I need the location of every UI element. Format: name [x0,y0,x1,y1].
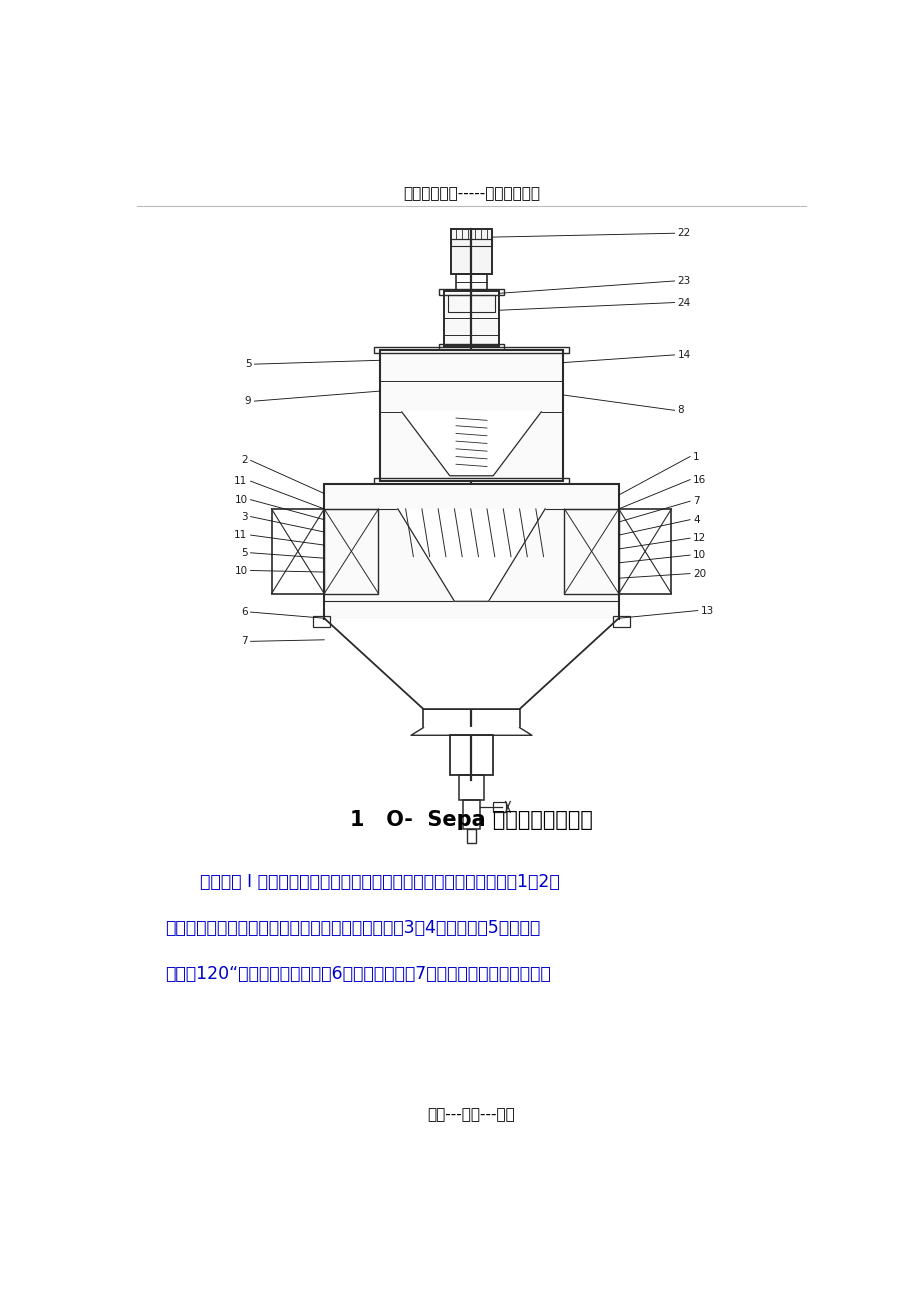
Bar [312,616,329,628]
Text: 2: 2 [241,456,247,465]
Text: 16: 16 [692,475,706,484]
Bar [613,616,630,628]
Bar [564,509,618,594]
Bar [323,509,378,594]
Text: 13: 13 [700,605,713,616]
Text: 1   O-  Sepa 高效选粉机的构造: 1 O- Sepa 高效选粉机的构造 [350,810,592,829]
Text: 8: 8 [677,405,684,415]
Bar [438,289,504,294]
Text: 6: 6 [241,607,247,617]
Bar [450,240,492,246]
Text: 1: 1 [692,452,699,461]
Text: 7: 7 [692,496,699,506]
Bar [459,775,483,799]
Bar [449,736,493,775]
Bar [456,273,486,290]
Bar [373,348,569,353]
Text: 壳体部分 I 是一个双蜗壳形的旋风筒，主要由两个对称布置的进料杗1和2，: 壳体部分 I 是一个双蜗壳形的旋风筒，主要由两个对称布置的进料杗1和2， [200,872,560,891]
Bar [467,350,475,479]
Text: 5: 5 [241,548,247,557]
Text: 10: 10 [234,565,247,575]
Bar [443,290,499,346]
Text: 5: 5 [244,359,251,370]
Text: 3: 3 [241,512,247,522]
Bar [438,344,504,350]
Text: 粿选优质文档-----倾情为你奉上: 粿选优质文档-----倾情为你奉上 [403,186,539,201]
Text: 7: 7 [241,637,247,646]
Bar [380,350,562,482]
Text: 带有两个高度相同而宽度不同的一、二次风的进风口3和4的蜗壳部分5，带有三: 带有两个高度相同而宽度不同的一、二次风的进风口3和4的蜗壳部分5，带有三 [165,919,540,936]
Text: 12: 12 [692,533,706,543]
Text: 23: 23 [677,276,690,286]
Text: 11: 11 [234,530,247,540]
Text: 专心---专注---专业: 专心---专注---专业 [427,1108,515,1122]
Bar [373,478,569,484]
Bar [466,829,476,844]
Text: 4: 4 [692,514,699,525]
Polygon shape [402,411,540,475]
Bar [271,509,323,594]
Text: 20: 20 [692,569,706,578]
Polygon shape [411,728,531,736]
Polygon shape [323,618,618,710]
Bar [448,294,494,311]
Bar [462,799,480,829]
Bar [323,484,618,618]
Polygon shape [397,509,545,602]
Text: 24: 24 [677,298,690,307]
Text: 10: 10 [692,551,706,560]
Bar [618,509,671,594]
Bar [450,229,492,273]
Text: 14: 14 [677,350,690,359]
Text: 10: 10 [234,495,247,505]
Text: 9: 9 [244,396,251,406]
Text: 11: 11 [234,477,247,486]
Text: 个互成120“布置的三次风进风口6的倒锥形集灰敃7，上部粗大的弯形排风排粉: 个互成120“布置的三次风进风口6的倒锥形集灰敃7，上部粗大的弯形排风排粉 [165,965,550,983]
Bar [493,802,505,812]
Text: 22: 22 [677,228,690,238]
